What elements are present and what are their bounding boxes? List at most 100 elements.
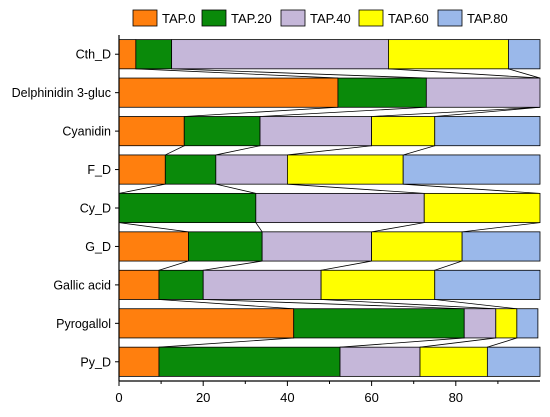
- connector-line: [118, 222, 189, 233]
- legend-item: TAP.60: [358, 9, 429, 27]
- bar-segment: [516, 308, 539, 339]
- bar-segment: [118, 269, 160, 300]
- legend-swatch: [358, 9, 384, 27]
- bar-segment: [255, 192, 425, 224]
- legend-item: TAP.0: [132, 9, 195, 27]
- connector-line: [135, 68, 338, 79]
- connector-line: [215, 145, 261, 156]
- bar-segment: [118, 192, 257, 224]
- bar-segment: [461, 231, 541, 262]
- connector-line: [184, 106, 338, 117]
- bar-segment: [402, 154, 541, 185]
- category-label: Pyrogallol: [56, 317, 111, 331]
- bar-segment: [118, 308, 295, 339]
- connector-line: [158, 260, 189, 271]
- bar-segment: [118, 39, 137, 70]
- bar-segment: [339, 346, 421, 377]
- bar-segment: [135, 39, 173, 70]
- bar-segment: [337, 77, 427, 108]
- category-label: F_D: [87, 163, 111, 177]
- bar-segment: [286, 154, 404, 185]
- connector-line: [321, 299, 496, 310]
- connector-line: [403, 145, 435, 156]
- connector-line: [255, 222, 263, 233]
- connector-line: [287, 183, 425, 194]
- connector-line: [434, 299, 517, 310]
- bar-segment: [118, 154, 166, 185]
- bar-segment: [320, 269, 436, 300]
- bar-segment: [371, 116, 436, 147]
- connector-line: [419, 337, 496, 348]
- bar-segment: [171, 39, 389, 70]
- bar-segment: [118, 346, 160, 377]
- bar-segment: [463, 308, 497, 339]
- category-label: Cth_D: [76, 48, 111, 62]
- x-tick-label: 0: [115, 390, 122, 405]
- axes: Cth_D Delphinidin 3-gluc Cyanidin F_D Cy_D G_…: [12, 35, 540, 405]
- bar-segment: [419, 346, 488, 377]
- category-label: Cyanidin: [62, 125, 111, 139]
- connector-line: [462, 222, 541, 233]
- bar-connector-lines: [118, 68, 541, 348]
- x-tick-label: 40: [280, 390, 294, 405]
- x-tick-label: 20: [196, 390, 210, 405]
- bar-segment: [371, 231, 463, 262]
- connector-line: [118, 183, 166, 194]
- bar-segment: [158, 269, 204, 300]
- category-label: Py_D: [80, 355, 111, 369]
- category-label: G_D: [85, 240, 111, 254]
- legend-swatch: [201, 9, 227, 27]
- connector-line: [158, 299, 294, 310]
- connector-line: [339, 337, 465, 348]
- bar-segment: [434, 116, 541, 147]
- connector-line: [403, 183, 541, 194]
- bar-segment: [183, 116, 261, 147]
- category-label: Gallic acid: [53, 278, 111, 292]
- bar-segment: [293, 308, 465, 339]
- bar-segment: [164, 154, 217, 185]
- bar-segment: [508, 39, 541, 70]
- connector-line: [171, 68, 427, 79]
- bar-segment: [259, 116, 373, 147]
- bar-segment: [215, 154, 288, 185]
- legend-label: TAP.80: [467, 11, 508, 26]
- connector-line: [371, 222, 425, 233]
- legend-item: TAP.40: [280, 9, 351, 27]
- legend-label: TAP.20: [231, 11, 272, 26]
- legend-swatch: [280, 9, 306, 27]
- legend: TAP.0 TAP.20 TAP.40 TAP.60 TAP.80: [132, 9, 508, 27]
- legend-swatch: [437, 9, 463, 27]
- connector-line: [508, 68, 541, 79]
- x-tick-label: 60: [364, 390, 378, 405]
- bar-segment: [118, 77, 339, 108]
- bar-segment: [425, 77, 541, 108]
- connector-line: [434, 106, 541, 117]
- bar-segment: [261, 231, 373, 262]
- category-label: Cy_D: [80, 202, 111, 216]
- bar-segment: [118, 231, 189, 262]
- connector-line: [371, 106, 541, 117]
- bar-segment: [495, 308, 518, 339]
- bar-segments: [118, 39, 541, 377]
- connector-line: [321, 260, 372, 271]
- connector-line: [158, 337, 294, 348]
- connector-line: [203, 260, 263, 271]
- legend-item: TAP.20: [201, 9, 272, 27]
- bar-segment: [158, 346, 341, 377]
- bar-segment: [202, 269, 322, 300]
- bar-segment: [486, 346, 541, 377]
- category-label: Delphinidin 3-gluc: [12, 86, 111, 100]
- connector-line: [388, 68, 541, 79]
- connector-line: [434, 260, 463, 271]
- connector-line: [487, 337, 517, 348]
- legend-item: TAP.80: [437, 9, 508, 27]
- connector-line: [260, 106, 427, 117]
- legend-label: TAP.40: [310, 11, 351, 26]
- legend-label: TAP.60: [388, 11, 429, 26]
- bar-segment: [388, 39, 509, 70]
- legend-label: TAP.0: [162, 11, 195, 26]
- bar-segment: [423, 192, 541, 224]
- x-tick-label: 80: [449, 390, 463, 405]
